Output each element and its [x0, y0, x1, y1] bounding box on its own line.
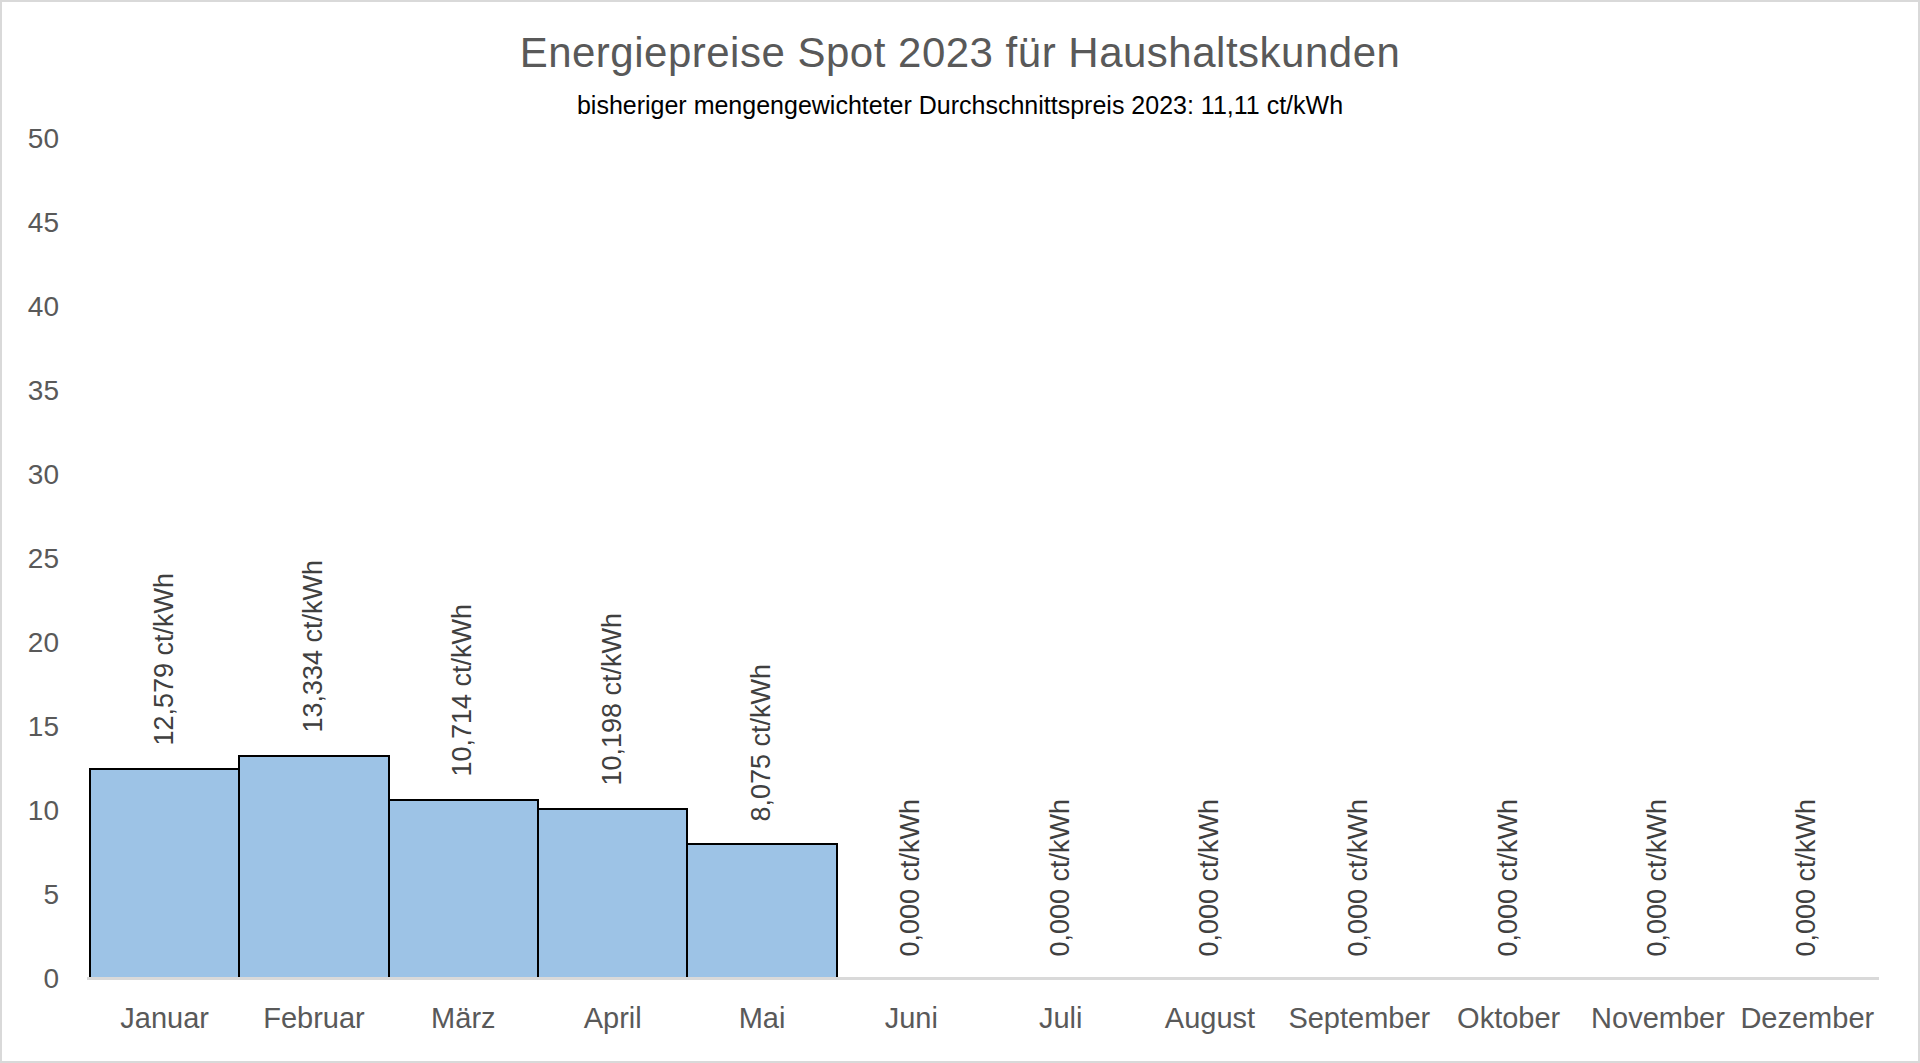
- x-axis-label-januar: Januar: [90, 998, 239, 1038]
- bar-mai: [686, 843, 837, 979]
- chart-canvas: Energiepreise Spot 2023 für Haushaltskun…: [0, 0, 1920, 1063]
- bar-value-label: 0,000 ct/kWh: [897, 799, 925, 957]
- y-axis-tick-label: 5: [2, 878, 59, 912]
- y-axis-tick-label: 0: [2, 962, 59, 996]
- y-axis-tick-label: 40: [2, 290, 59, 324]
- y-axis-tick-label: 15: [2, 710, 59, 744]
- bar-value-label: 0,000 ct/kWh: [1345, 799, 1373, 957]
- x-axis-label-juli: Juli: [986, 998, 1135, 1038]
- x-axis-label-oktober: Oktober: [1434, 998, 1583, 1038]
- y-axis-tick-label: 45: [2, 206, 59, 240]
- bar-value-label: 0,000 ct/kWh: [1495, 799, 1523, 957]
- y-axis-tick-label: 30: [2, 458, 59, 492]
- x-axis-label-februar: Februar: [239, 998, 388, 1038]
- x-axis-label-mai: Mai: [687, 998, 836, 1038]
- bar-value-label: 0,000 ct/kWh: [1644, 799, 1672, 957]
- x-axis-label-dezember: Dezember: [1733, 998, 1882, 1038]
- bar-märz: [388, 799, 539, 979]
- bar-value-label: 0,000 ct/kWh: [1196, 799, 1224, 957]
- chart-subtitle: bisheriger mengengewichteter Durchschnit…: [2, 90, 1918, 120]
- bar-value-label: 12,579 ct/kWh: [151, 573, 179, 746]
- x-axis-label-juni: Juni: [837, 998, 986, 1038]
- x-axis-label-september: September: [1285, 998, 1434, 1038]
- bar-value-label: 8,075 ct/kWh: [748, 664, 776, 822]
- y-axis-tick-label: 25: [2, 542, 59, 576]
- x-axis-label-märz: März: [389, 998, 538, 1038]
- y-axis-tick-label: 20: [2, 626, 59, 660]
- bar-value-label: 0,000 ct/kWh: [1047, 799, 1075, 957]
- bar-april: [537, 808, 688, 979]
- bar-value-label: 10,198 ct/kWh: [599, 613, 627, 786]
- bar-januar: [89, 768, 240, 979]
- bar-value-label: 0,000 ct/kWh: [1793, 799, 1821, 957]
- bar-value-label: 13,334 ct/kWh: [300, 560, 328, 733]
- bar-februar: [238, 755, 389, 979]
- chart-title: Energiepreise Spot 2023 für Haushaltskun…: [2, 28, 1918, 78]
- x-axis-line: [87, 977, 1879, 980]
- bar-value-label: 10,714 ct/kWh: [449, 604, 477, 777]
- y-axis-tick-label: 10: [2, 794, 59, 828]
- y-axis-tick-label: 50: [2, 122, 59, 156]
- x-axis-label-november: November: [1583, 998, 1732, 1038]
- x-axis-label-april: April: [538, 998, 687, 1038]
- y-axis-tick-label: 35: [2, 374, 59, 408]
- x-axis-label-august: August: [1135, 998, 1284, 1038]
